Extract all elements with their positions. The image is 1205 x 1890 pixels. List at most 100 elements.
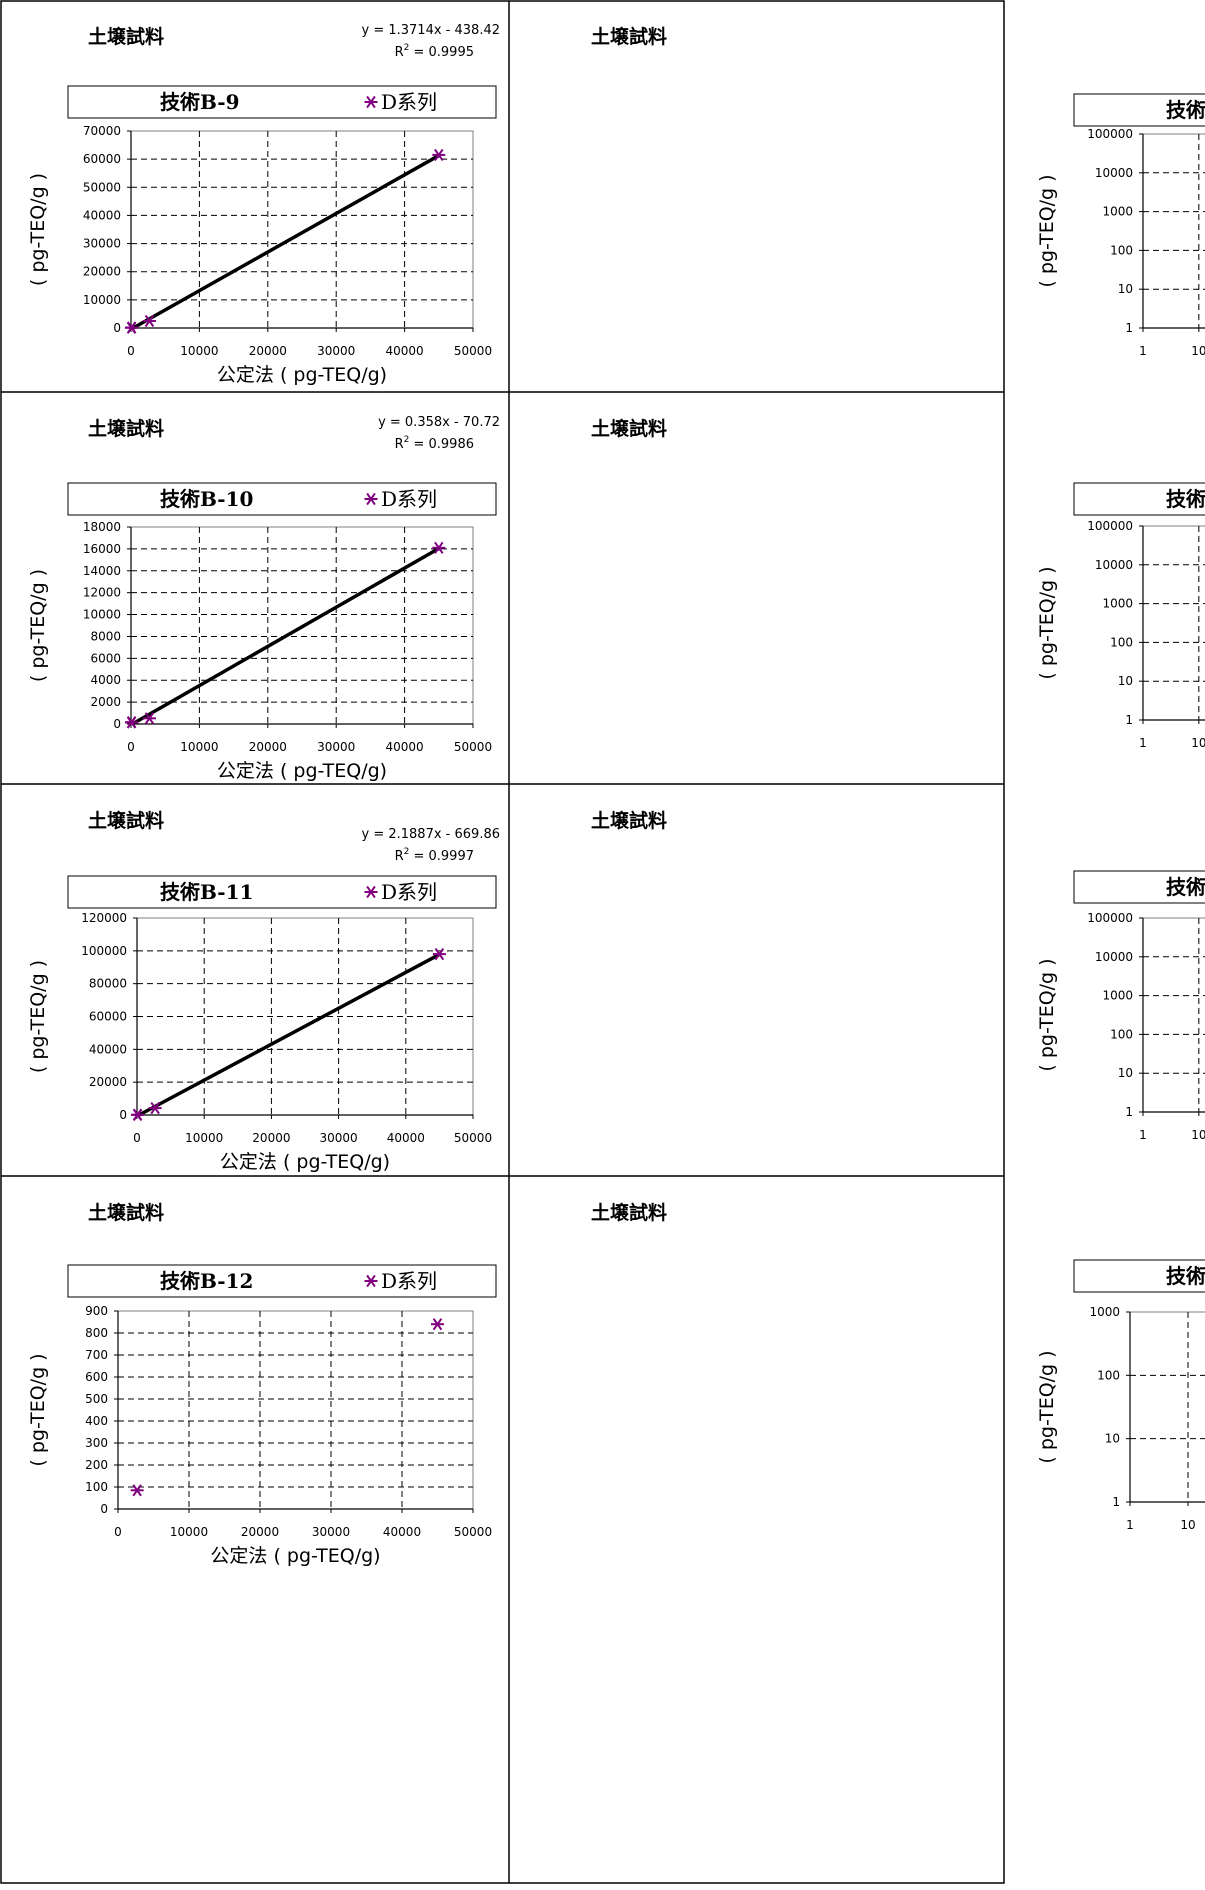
legend-box bbox=[1073, 870, 1205, 904]
y-tick-label: 1 bbox=[1125, 1105, 1133, 1119]
legend-series-name: D系列 bbox=[381, 880, 437, 904]
x-tick-label: 1 bbox=[1139, 736, 1147, 750]
chart-panel-3: 土壌試料 y = 0.358x - 70.72 R2 = 0.9986 技術B-10 D… bbox=[27, 415, 500, 782]
x-tick-label: 10 bbox=[1191, 344, 1205, 358]
x-tick-label: 10 bbox=[1191, 736, 1205, 750]
x-tick-label: 50000 bbox=[454, 1525, 492, 1539]
legend-series-name: D系列 bbox=[381, 1269, 437, 1293]
plot-area bbox=[1142, 525, 1205, 721]
x-tick-label: 10000 bbox=[185, 1131, 223, 1145]
x-tick-label: 0 bbox=[114, 1525, 122, 1539]
r-squared-value: = 0.9997 bbox=[409, 849, 474, 864]
y-tick-label: 0 bbox=[119, 1108, 127, 1122]
y-tick-label: 0 bbox=[113, 717, 121, 731]
chart-caption: 土壌試料 bbox=[88, 25, 164, 48]
data-point-2 bbox=[431, 1318, 444, 1331]
x-tick-label: 10000 bbox=[170, 1525, 208, 1539]
data-point-2 bbox=[125, 716, 139, 729]
y-axis-title: ( pg-TEQ/g ) bbox=[1036, 566, 1058, 679]
chart-caption: 土壌試料 bbox=[88, 417, 164, 440]
y-tick-label: 100 bbox=[1097, 1368, 1120, 1382]
y-tick-label: 100 bbox=[1110, 243, 1133, 257]
trendline bbox=[138, 952, 441, 1117]
chart-panel-1: 土壌試料 y = 1.3714x - 438.42 R2 = 0.9995 技術B-9… bbox=[27, 23, 500, 386]
x-tick-label: 0 bbox=[127, 740, 135, 754]
legend-title: 技術B-11 bbox=[1166, 875, 1205, 899]
x-tick-label: 40000 bbox=[383, 1525, 421, 1539]
y-tick-label: 70000 bbox=[83, 124, 121, 138]
data-point-4 bbox=[432, 541, 446, 554]
data-point-4 bbox=[432, 148, 446, 162]
chart-caption: 土壌試料 bbox=[591, 417, 667, 440]
y-axis-title: ( pg-TEQ/g ) bbox=[27, 173, 49, 286]
x-axis-title: 公定法 ( pg-TEQ/g) bbox=[220, 1151, 390, 1173]
y-tick-label: 20000 bbox=[89, 1075, 127, 1089]
y-tick-label: 40000 bbox=[89, 1042, 127, 1056]
y-tick-label: 10 bbox=[1105, 1432, 1120, 1446]
x-axis-title: 公定法 ( pg-TEQ/g) bbox=[217, 760, 387, 782]
y-tick-label: 1 bbox=[1125, 713, 1133, 727]
legend-box bbox=[1073, 1259, 1205, 1293]
y-tick-label: 40000 bbox=[83, 208, 121, 222]
x-tick-label: 10 bbox=[1191, 1128, 1205, 1142]
x-axis-title: 公定法 ( pg-TEQ/g) bbox=[210, 1545, 380, 1567]
chart-panel-4: 土壌試料技術B-10D系列110100100010000100000110100… bbox=[591, 417, 1205, 750]
legend-box bbox=[67, 1264, 497, 1298]
chart-caption: 土壌試料 bbox=[591, 1201, 667, 1224]
data-point-4 bbox=[432, 948, 446, 961]
y-tick-label: 10000 bbox=[83, 608, 121, 622]
y-tick-label: 1000 bbox=[1089, 1305, 1120, 1319]
y-tick-label: 1000 bbox=[1102, 597, 1133, 611]
legend-marker bbox=[364, 1274, 378, 1288]
y-axis-title: ( pg-TEQ/g ) bbox=[1036, 1350, 1058, 1463]
x-tick-label: 40000 bbox=[386, 740, 424, 754]
legend-box bbox=[67, 85, 497, 119]
y-tick-label: 6000 bbox=[90, 651, 121, 665]
x-tick-label: 1 bbox=[1139, 1128, 1147, 1142]
legend-series-name: D系列 bbox=[381, 487, 437, 511]
r-squared-value: = 0.9995 bbox=[409, 45, 474, 60]
y-tick-label: 300 bbox=[85, 1436, 108, 1450]
legend-title: 技術B-9 bbox=[160, 90, 240, 114]
chart-panel-6: 土壌試料技術B-11D系列110100100010000100000110100… bbox=[591, 809, 1205, 1142]
y-tick-label: 1000 bbox=[1102, 205, 1133, 219]
x-tick-label: 40000 bbox=[386, 344, 424, 358]
trendline-equation: y = 0.358x - 70.72 bbox=[378, 415, 500, 430]
data-point-3 bbox=[142, 314, 156, 328]
y-tick-label: 10 bbox=[1118, 1066, 1133, 1080]
plot-area bbox=[1142, 133, 1205, 329]
r-squared-value: = 0.9986 bbox=[409, 437, 474, 452]
y-tick-label: 60000 bbox=[89, 1010, 127, 1024]
y-tick-label: 30000 bbox=[83, 237, 121, 251]
y-tick-label: 1 bbox=[1125, 321, 1133, 335]
chart-caption: 土壌試料 bbox=[591, 25, 667, 48]
r-squared-exponent: 2 bbox=[404, 43, 410, 53]
y-tick-label: 100 bbox=[1110, 1027, 1133, 1041]
y-tick-label: 12000 bbox=[83, 586, 121, 600]
outer-frame bbox=[0, 0, 1005, 1884]
y-tick-label: 50000 bbox=[83, 180, 121, 194]
y-tick-label: 100000 bbox=[1087, 911, 1133, 925]
x-tick-label: 0 bbox=[133, 1131, 141, 1145]
y-tick-label: 400 bbox=[85, 1414, 108, 1428]
y-tick-label: 10000 bbox=[83, 293, 121, 307]
y-tick-label: 10 bbox=[1118, 282, 1133, 296]
data-point-2 bbox=[125, 321, 139, 334]
x-tick-label: 50000 bbox=[454, 740, 492, 754]
x-tick-label: 10000 bbox=[180, 344, 218, 358]
legend-title: 技術B-10 bbox=[160, 487, 253, 511]
data-point-3 bbox=[142, 712, 156, 725]
y-tick-label: 900 bbox=[85, 1304, 108, 1318]
y-tick-label: 100 bbox=[85, 1480, 108, 1494]
chart-caption: 土壌試料 bbox=[591, 809, 667, 832]
chart-panel-8: 土壌試料技術B-12D系列110100100011010010001000010… bbox=[591, 1201, 1205, 1532]
y-axis-title: ( pg-TEQ/g ) bbox=[1036, 174, 1058, 287]
y-axis-title: ( pg-TEQ/g ) bbox=[27, 1353, 49, 1466]
y-tick-label: 4000 bbox=[90, 673, 121, 687]
y-tick-label: 1 bbox=[1112, 1495, 1120, 1509]
x-tick-label: 20000 bbox=[241, 1525, 279, 1539]
y-tick-label: 8000 bbox=[90, 629, 121, 643]
legend-title: 技術B-11 bbox=[160, 880, 253, 904]
